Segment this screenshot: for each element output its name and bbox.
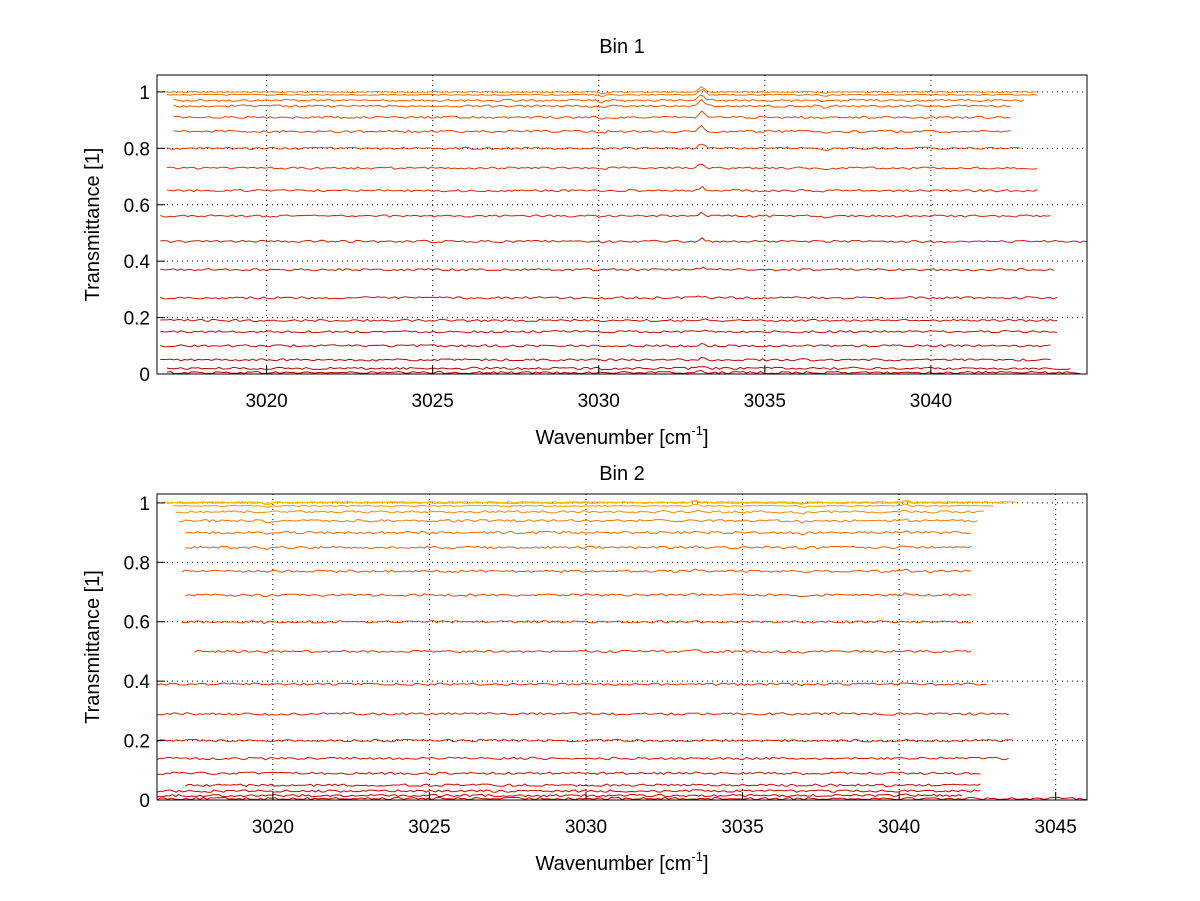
transmittance-series-line: [160, 329, 1058, 334]
bin-1-axes-frame: [156, 74, 1088, 375]
transmittance-series-line: [163, 86, 1038, 95]
transmittance-series-line: [175, 509, 984, 515]
x-tick-label: 3025: [412, 391, 454, 412]
bin-1-ticks: 3020 3025 3030 3035 3040 0 0.2 0.4 0.6 0.8 1: [124, 75, 1087, 412]
transmittance-series-line: [160, 266, 1055, 272]
bin-1-plot: Bin 1 3020 3025 3030 3035 3040 0 0.2 0.4 0.6 0.8 1…: [82, 36, 1088, 449]
transmittance-series-line: [163, 499, 1019, 505]
transmittance-series-line: [166, 185, 1038, 193]
bin-1-x-axis-label-exponent: -1: [691, 423, 703, 438]
transmittance-series-line: [185, 545, 972, 551]
bin-2-y-axis-label: Transmittance [1]: [82, 570, 104, 724]
transmittance-series-line: [173, 98, 1011, 109]
x-tick-label: 3020: [252, 817, 294, 838]
x-tick-label: 3040: [878, 817, 920, 838]
x-tick-label: 3030: [578, 391, 620, 412]
transmittance-series-line: [160, 295, 1058, 300]
transmittance-series-line: [185, 592, 972, 598]
transmittance-series-line: [173, 110, 1011, 120]
bin-2-ticks: 3020 3025 3030 3035 3040 3045 0 0.2 0.4 0.6 0.8 1: [124, 494, 1087, 838]
transmittance-series-line: [160, 318, 1058, 323]
x-tick-label: 3020: [245, 391, 287, 412]
transmittance-series-line: [181, 568, 972, 574]
y-tick-label: 0.2: [124, 309, 150, 330]
y-tick-label: 0: [139, 791, 150, 812]
y-tick-label: 0.2: [124, 732, 150, 753]
bin-2-grid: [157, 494, 1087, 801]
transmittance-series-line: [185, 530, 972, 536]
transmittance-series-line: [156, 756, 1009, 761]
transmittance-series-line: [172, 503, 994, 508]
transmittance-series-line: [166, 369, 1081, 375]
x-tick-label: 3025: [408, 817, 450, 838]
bin-1-series-group: [160, 86, 1088, 375]
bin-2-plot: Bin 2 3020 3025 3030 3035 3040 3045 0 0.2 0.4 0.6…: [82, 463, 1088, 875]
bin-1-grid: [157, 75, 1087, 375]
transmittance-series-line: [156, 771, 981, 776]
x-tick-label: 3040: [910, 391, 952, 412]
y-tick-label: 0.8: [124, 553, 150, 574]
transmittance-series-line: [178, 518, 978, 524]
transmittance-series-line: [156, 796, 1088, 801]
transmittance-series-line: [182, 620, 972, 625]
x-tick-label: 3035: [744, 391, 786, 412]
bin-2-x-axis-label-tail: ]: [703, 853, 709, 875]
bin-1-x-axis-label: Wavenumber [cm-1]: [535, 423, 708, 449]
y-tick-label: 0: [139, 365, 150, 386]
transmittance-series-line: [166, 366, 1071, 371]
y-tick-label: 0.4: [124, 672, 151, 693]
transmittance-series-line: [160, 211, 1051, 219]
transmittance-series-line: [156, 712, 1009, 716]
y-tick-label: 0.6: [124, 613, 150, 634]
x-tick-label: 3030: [565, 817, 607, 838]
bin-2-x-axis-label: Wavenumber [cm-1]: [535, 849, 708, 875]
transmittance-series-line: [194, 649, 972, 654]
bin-1-title: Bin 1: [599, 36, 645, 58]
bin-1-x-axis-label-main: Wavenumber [cm: [535, 427, 691, 449]
bin-2-x-axis-label-main: Wavenumber [cm: [535, 853, 691, 875]
transmittance-series-line: [156, 789, 981, 793]
y-tick-label: 1: [139, 494, 150, 515]
y-tick-label: 0.4: [124, 252, 151, 273]
x-tick-label: 3035: [721, 817, 763, 838]
transmittance-series-line: [156, 793, 962, 798]
transmittance-series-line: [166, 88, 1038, 98]
transmittance-series-line: [160, 356, 1051, 362]
y-tick-label: 0.6: [124, 196, 150, 217]
x-tick-label: 3045: [1035, 817, 1077, 838]
transmittance-series-line: [160, 342, 1051, 348]
bin-2-series-group: [156, 499, 1088, 801]
transmittance-series-line: [156, 682, 987, 687]
transmittance-series-line: [173, 124, 1011, 134]
bin-2-x-axis-label-exponent: -1: [691, 849, 703, 864]
transmittance-series-line: [173, 94, 1025, 104]
bin-2-title: Bin 2: [599, 463, 645, 485]
transmittance-series-line: [156, 738, 1012, 743]
transmittance-series-line: [184, 783, 981, 787]
y-tick-label: 1: [139, 83, 150, 104]
y-tick-label: 0.8: [124, 139, 150, 160]
transmittance-series-line: [166, 163, 1038, 171]
bin-1-x-axis-label-tail: ]: [703, 427, 709, 449]
transmittance-series-line: [166, 143, 1021, 151]
bin-1-y-axis-label: Transmittance [1]: [82, 148, 104, 302]
bin-2-axes-frame: [156, 493, 1088, 801]
transmittance-series-line: [160, 237, 1088, 244]
